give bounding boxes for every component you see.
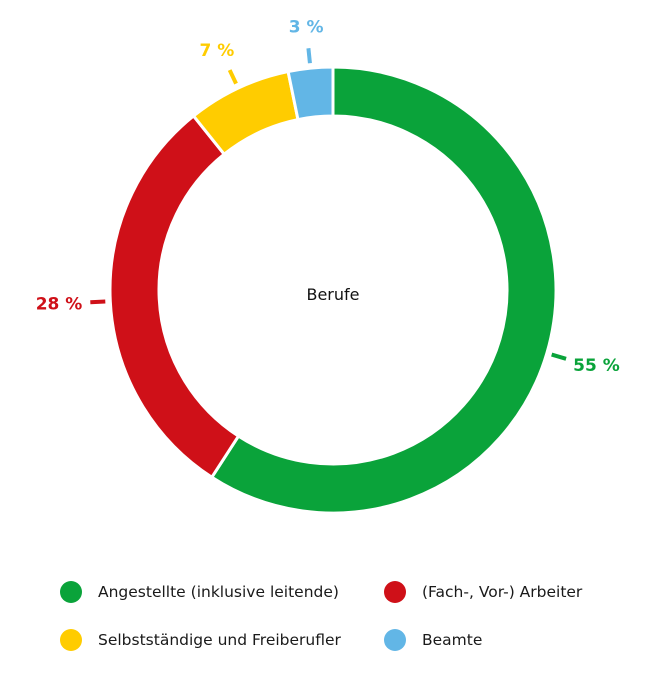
legend-swatch-angestellte [60,581,82,603]
legend-row-2: Selbstständige und Freiberufler Beamte [60,623,620,657]
center-label: Berufe [306,285,359,304]
legend-label-selbststaendige: Selbstständige und Freiberufler [98,631,341,649]
legend-item-beamte: Beamte [384,629,482,651]
legend-item-arbeiter: (Fach-, Vor-) Arbeiter [384,581,582,603]
leader-line-arbeiter [90,299,106,305]
value-label-angestellte: 55 % [573,356,620,376]
leader-line-selbststaendige [227,69,238,85]
legend-swatch-selbststaendige [60,629,82,651]
legend-item-angestellte: Angestellte (inklusive leitende) [60,581,384,603]
leader-line-angestellte [551,352,567,361]
legend-item-selbststaendige: Selbstständige und Freiberufler [60,629,384,651]
slice-beamte [286,65,335,122]
value-label-arbeiter: 28 % [36,294,83,314]
legend-row-1: Angestellte (inklusive leitende) (Fach-,… [60,575,620,609]
leader-line-beamte [306,48,312,64]
value-label-beamte: 3 % [289,17,324,37]
slice-arbeiter [108,113,241,480]
value-label-selbststaendige: 7 % [200,41,235,61]
legend-swatch-beamte [384,629,406,651]
legend-swatch-arbeiter [384,581,406,603]
legend-label-angestellte: Angestellte (inklusive leitende) [98,583,339,601]
legend-label-arbeiter: (Fach-, Vor-) Arbeiter [422,583,583,601]
slice-angestellte [209,65,558,515]
legend: Angestellte (inklusive leitende) (Fach-,… [60,575,620,671]
legend-label-beamte: Beamte [422,631,483,649]
